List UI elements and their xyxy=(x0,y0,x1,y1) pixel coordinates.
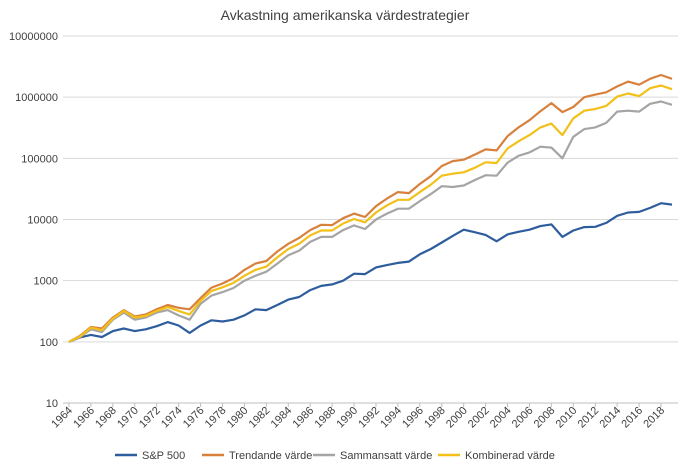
series-line xyxy=(68,202,673,343)
legend: S&P 500 Trendande värde Sammansatt värde Ko… xyxy=(115,450,555,462)
x-tick-label: 2010 xyxy=(554,405,580,431)
y-tick-label: 1000 xyxy=(34,276,58,288)
y-tick-label: 100 xyxy=(40,337,58,349)
x-tick-label: 2018 xyxy=(641,405,667,431)
gridlines xyxy=(63,35,678,404)
x-tick-label: 2014 xyxy=(598,405,624,431)
x-tick-label: 1992 xyxy=(356,405,382,431)
x-tick-label: 2006 xyxy=(510,405,536,431)
legend-label: Trendande värde xyxy=(229,450,312,462)
x-tick-label: 1968 xyxy=(93,405,119,431)
x-tick-label: 1976 xyxy=(181,405,207,431)
x-tick-label: 1994 xyxy=(378,405,404,431)
x-tick-label: 1986 xyxy=(291,405,317,431)
x-tick-label: 2012 xyxy=(576,405,602,431)
x-tick-label: 2000 xyxy=(444,405,470,431)
x-tick-label: 1996 xyxy=(400,405,426,431)
x-tick-label: 1970 xyxy=(115,405,141,431)
x-tick-label: 1966 xyxy=(71,405,97,431)
x-tick-label: 1988 xyxy=(312,405,338,431)
series-line xyxy=(68,73,673,343)
x-tick-label: 1978 xyxy=(203,405,229,431)
chart-title: Avkastning amerikanska värdestrategier xyxy=(221,7,470,23)
y-tick-label: 10000 xyxy=(27,215,58,227)
x-tick-label: 2004 xyxy=(488,405,514,431)
x-tick-label: 1984 xyxy=(269,405,295,431)
plot-area xyxy=(68,73,673,343)
x-tick-label: 1990 xyxy=(334,405,360,431)
x-axis-ticks: 1964196619681970197219741976197819801982… xyxy=(49,403,667,430)
x-tick-label: 1972 xyxy=(137,405,163,431)
series-line xyxy=(68,84,673,343)
legend-label: Kombinerad värde xyxy=(465,450,555,462)
legend-label: Sammansatt värde xyxy=(340,450,432,462)
x-tick-label: 2002 xyxy=(466,405,492,431)
x-tick-label: 1982 xyxy=(247,405,273,431)
x-tick-label: 1980 xyxy=(225,405,251,431)
x-tick-label: 1998 xyxy=(422,405,448,431)
y-tick-label: 10000000 xyxy=(9,31,58,43)
x-tick-label: 2008 xyxy=(532,405,558,431)
series-line xyxy=(68,100,673,343)
y-tick-label: 10 xyxy=(46,398,58,410)
y-tick-label: 100000 xyxy=(21,153,58,165)
legend-label: S&P 500 xyxy=(142,450,185,462)
x-tick-label: 1974 xyxy=(159,405,185,431)
y-tick-label: 1000000 xyxy=(15,92,58,104)
x-tick-label: 2016 xyxy=(619,405,645,431)
y-axis-ticks: 10 100 1000 10000 100000 1000000 10000000 xyxy=(9,31,58,410)
